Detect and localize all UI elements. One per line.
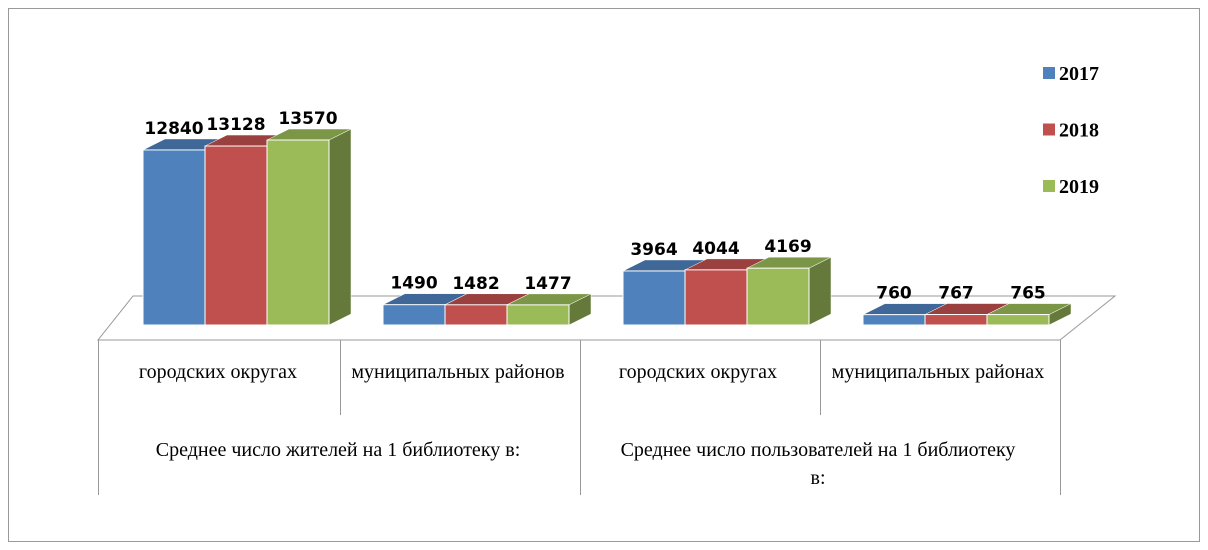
bar	[986, 314, 1050, 326]
category-label: муниципальных районов	[351, 361, 565, 383]
floor	[96, 295, 1117, 341]
data-label: 3964	[630, 240, 677, 260]
data-label: 1490	[390, 274, 437, 294]
bar	[444, 304, 508, 326]
data-label: 767	[938, 284, 974, 304]
legend-label: 2018	[1059, 120, 1099, 142]
bar	[684, 269, 748, 326]
bar-side	[328, 128, 352, 326]
bar	[204, 145, 268, 326]
legend-swatch	[1043, 67, 1055, 79]
bar	[622, 270, 686, 326]
category-label: городских округах	[138, 361, 298, 383]
category-label: городских округах	[618, 361, 778, 383]
data-label: 1482	[452, 274, 499, 294]
group-label: Среднее число пользователей на 1 библиот…	[620, 439, 1016, 489]
table-lines	[98, 340, 1061, 495]
data-label: 1477	[524, 274, 571, 294]
bar	[746, 267, 810, 326]
legend-swatch	[1043, 180, 1055, 192]
data-label: 13128	[206, 115, 265, 135]
category-label: муниципальных районах	[831, 361, 1045, 383]
data-label: 760	[876, 284, 912, 304]
legend-label: 2017	[1059, 63, 1099, 85]
group-label: Среднее число жителей на 1 библиотеку в:	[155, 439, 521, 461]
data-label: 13570	[278, 109, 337, 129]
bar	[266, 139, 330, 326]
bar	[862, 314, 926, 326]
data-label: 12840	[144, 119, 203, 139]
legend-label: 2019	[1059, 176, 1099, 198]
bar	[506, 304, 570, 326]
bar	[142, 149, 206, 326]
data-label: 4169	[764, 237, 811, 257]
bar	[924, 314, 988, 326]
bar	[382, 304, 446, 326]
bar-side	[808, 256, 832, 326]
data-label: 765	[1010, 284, 1046, 304]
data-label: 4044	[692, 239, 739, 259]
legend-swatch	[1043, 123, 1055, 136]
